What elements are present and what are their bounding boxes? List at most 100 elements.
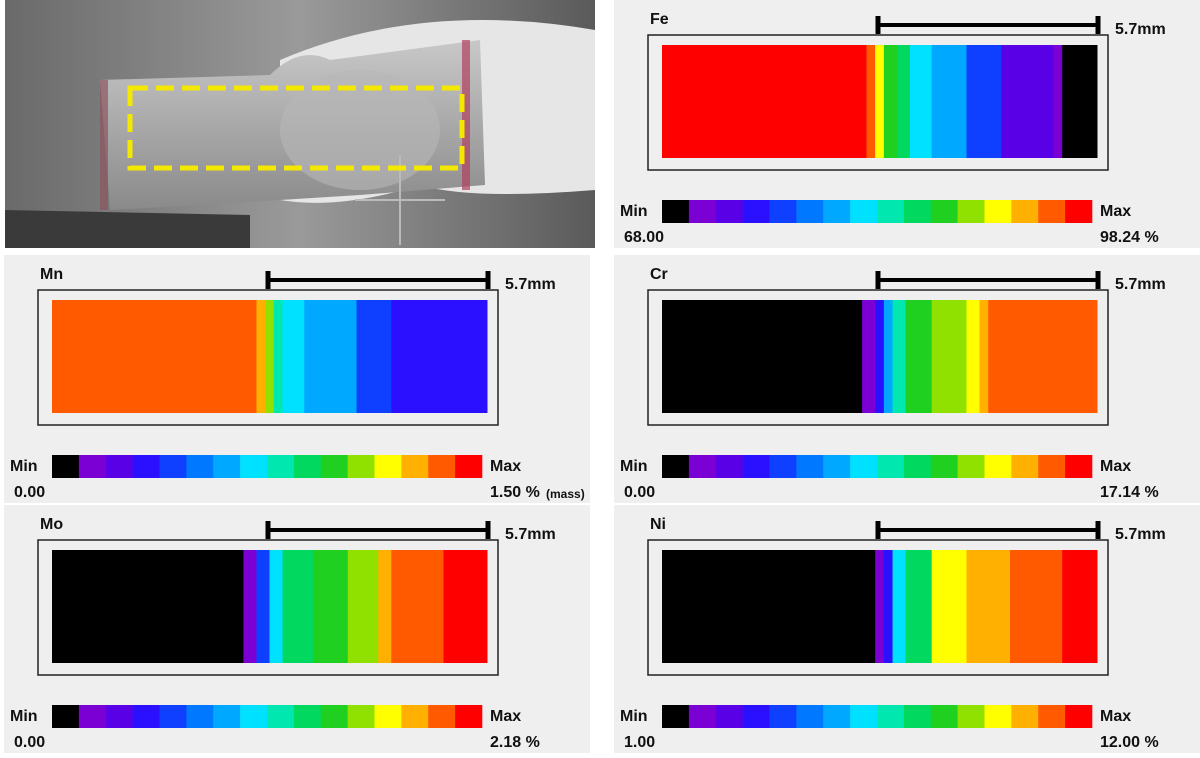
map-region: [378, 550, 392, 663]
max-value: 1.50 %: [490, 484, 540, 501]
colorbar-cell: [348, 455, 375, 478]
colorbar-cell: [401, 455, 428, 478]
map-region: [884, 550, 893, 663]
colorbar-cell: [375, 455, 402, 478]
max-value: 98.24 %: [1100, 229, 1159, 246]
colorbar-cell: [877, 705, 904, 728]
colorbar-cell: [743, 705, 770, 728]
colorbar-cell: [850, 455, 877, 478]
max-label: Max: [1100, 458, 1131, 475]
map-region: [283, 300, 305, 413]
colorbar-cell: [877, 455, 904, 478]
colorbar-cell: [850, 705, 877, 728]
map-region: [932, 45, 967, 158]
max-label: Max: [490, 458, 521, 475]
map-region: [893, 300, 907, 413]
map-region: [875, 45, 884, 158]
colorbar-cell: [240, 705, 267, 728]
map-region: [256, 550, 270, 663]
colorbar-cell: [52, 455, 79, 478]
colorbar-cell: [1065, 705, 1092, 728]
colorbar-cell: [931, 705, 958, 728]
element-panel: Mn5.7mmMinMax0.001.50 %(mass): [4, 255, 590, 503]
colorbar-cell: [1038, 455, 1065, 478]
min-value: 68.00: [624, 229, 664, 246]
colorbar-cell: [904, 455, 931, 478]
map-region: [391, 550, 444, 663]
colorbar-cell: [904, 200, 931, 223]
min-value: 0.00: [14, 734, 45, 751]
map-region: [265, 300, 274, 413]
min-label: Min: [620, 458, 648, 475]
map-region: [662, 45, 867, 158]
colorbar-cell: [133, 705, 160, 728]
colorbar-cell: [106, 455, 133, 478]
map-region: [662, 550, 876, 663]
colorbar-cell: [160, 705, 187, 728]
colorbar-cell: [770, 200, 797, 223]
colorbar-cell: [1038, 200, 1065, 223]
scale-label: 5.7mm: [505, 526, 556, 543]
scale-label: 5.7mm: [505, 276, 556, 293]
max-label: Max: [1100, 708, 1131, 725]
colorbar-cell: [985, 200, 1012, 223]
map-region: [1062, 45, 1097, 158]
colorbar-cell: [877, 200, 904, 223]
colorbar-cell: [931, 455, 958, 478]
map-region: [304, 300, 357, 413]
map-region: [967, 45, 1002, 158]
colorbar-cell: [267, 455, 294, 478]
colorbar-cell: [401, 705, 428, 728]
max-label: Max: [490, 708, 521, 725]
colorbar-cell: [662, 705, 689, 728]
min-value: 0.00: [14, 484, 45, 501]
map-region: [256, 300, 265, 413]
max-value: 12.00 %: [1100, 734, 1159, 751]
colorbar-cell: [375, 705, 402, 728]
colorbar-cell: [294, 455, 321, 478]
colorbar-cell: [958, 200, 985, 223]
map-region: [1054, 45, 1063, 158]
colorbar-cell: [79, 455, 106, 478]
element-label: Cr: [650, 266, 668, 283]
colorbar-cell: [160, 455, 187, 478]
map-region: [906, 550, 933, 663]
colorbar-cell: [662, 200, 689, 223]
min-value: 0.00: [624, 484, 655, 501]
figure: Fe5.7mmMinMax68.0098.24 %Mn5.7mmMinMax0.…: [0, 0, 1200, 753]
colorbar-cell: [1011, 200, 1038, 223]
colorbar-cell: [716, 705, 743, 728]
map-region: [274, 300, 283, 413]
colorbar-cell: [716, 455, 743, 478]
min-label: Min: [620, 203, 648, 220]
colorbar-cell: [186, 455, 213, 478]
map-region: [967, 550, 1011, 663]
scale-label: 5.7mm: [1115, 21, 1166, 38]
colorbar-cell: [743, 200, 770, 223]
element-label: Mo: [40, 516, 63, 533]
element-panel: Cr 5.7mm Min Max 0.00 17.14 %: [614, 255, 1200, 503]
colorbar-cell: [1065, 200, 1092, 223]
scale-label: 5.7mm: [1115, 276, 1166, 293]
colorbar-cell: [348, 705, 375, 728]
map-region: [1010, 550, 1063, 663]
colorbar-cell: [213, 705, 240, 728]
colorbar-cell: [689, 705, 716, 728]
map-region: [52, 300, 257, 413]
map-region: [910, 45, 932, 158]
element-label: Ni: [650, 516, 666, 533]
unit-note: (mass): [546, 487, 585, 501]
element-panel: Ni5.7mmMinMax1.0012.00 %: [614, 505, 1200, 753]
colorbar-cell: [321, 455, 348, 478]
map-region: [357, 300, 392, 413]
colorbar-cell: [240, 455, 267, 478]
colorbar-cell: [133, 455, 160, 478]
colorbar-cell: [294, 705, 321, 728]
map-region: [243, 550, 257, 663]
colorbar-cell: [267, 705, 294, 728]
colorbar-cell: [931, 200, 958, 223]
max-value: 17.14 %: [1100, 484, 1159, 501]
map-region: [52, 550, 244, 663]
map-region: [932, 550, 967, 663]
map-region: [391, 300, 487, 413]
